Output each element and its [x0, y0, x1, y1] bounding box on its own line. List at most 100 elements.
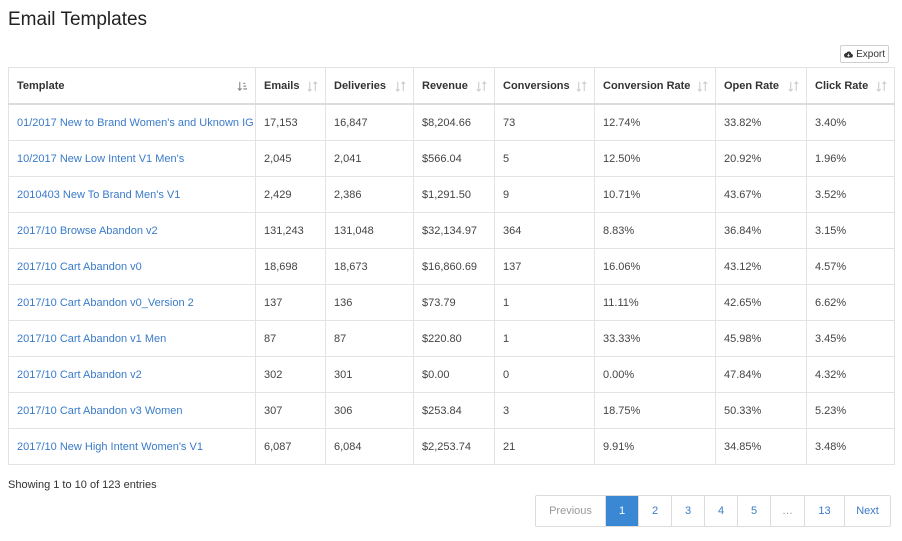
cell-conversion-rate: 10.71% [594, 176, 716, 213]
page-button-13[interactable]: 13 [804, 496, 844, 526]
template-link[interactable]: 2017/10 Cart Abandon v2 [8, 356, 256, 393]
cell-open-rate: 43.12% [715, 248, 807, 285]
page-button-2[interactable]: 2 [638, 496, 671, 526]
cell-open-rate: 42.65% [715, 284, 807, 321]
cell-deliveries: 2,041 [325, 140, 414, 177]
cell-revenue: $1,291.50 [413, 176, 495, 213]
sort-icon[interactable] [476, 81, 487, 92]
cell-click-rate: 3.45% [806, 320, 895, 357]
cell-emails: 17,153 [255, 103, 326, 141]
cell-conversions: 137 [494, 248, 595, 285]
column-header-template[interactable]: Template [8, 67, 256, 105]
sort-icon[interactable] [395, 81, 406, 92]
table-body: 01/2017 New to Brand Women's and Uknown … [8, 103, 895, 465]
template-link[interactable]: 2017/10 New High Intent Women's V1 [8, 428, 256, 465]
column-header-label: Emails [264, 79, 300, 92]
column-header-label: Template [17, 79, 65, 92]
cell-click-rate: 1.96% [806, 140, 895, 177]
export-button[interactable]: Export [840, 45, 889, 63]
sort-ascending-icon[interactable] [237, 81, 248, 92]
cell-emails: 137 [255, 284, 326, 321]
column-header-conversion-rate[interactable]: Conversion Rate [594, 67, 716, 105]
column-header-click-rate[interactable]: Click Rate [806, 67, 895, 105]
cell-conversions: 9 [494, 176, 595, 213]
cell-open-rate: 36.84% [715, 212, 807, 249]
table-row: 2017/10 Cart Abandon v2 302 301 $0.00 0 0.00%… [8, 356, 895, 393]
cell-open-rate: 20.92% [715, 140, 807, 177]
cell-conversion-rate: 0.00% [594, 356, 716, 393]
cell-deliveries: 16,847 [325, 103, 414, 141]
entries-info: Showing 1 to 10 of 123 entries [8, 479, 157, 491]
column-header-emails[interactable]: Emails [255, 67, 326, 105]
cell-emails: 307 [255, 392, 326, 429]
cell-revenue: $566.04 [413, 140, 495, 177]
cell-conversion-rate: 11.11% [594, 284, 716, 321]
cell-revenue: $2,253.74 [413, 428, 495, 465]
cell-conversion-rate: 9.91% [594, 428, 716, 465]
page-button-4[interactable]: 4 [704, 496, 737, 526]
cell-open-rate: 50.33% [715, 392, 807, 429]
cell-click-rate: 5.23% [806, 392, 895, 429]
templates-table: Template Emails Deliveries Revenue Conversio… [8, 67, 895, 465]
page-button-5[interactable]: 5 [737, 496, 770, 526]
cell-deliveries: 2,386 [325, 176, 414, 213]
column-header-conversions[interactable]: Conversions [494, 67, 595, 105]
table-row: 2017/10 Cart Abandon v0 18,698 18,673 $16,8… [8, 248, 895, 285]
cell-conversions: 0 [494, 356, 595, 393]
template-link[interactable]: 10/2017 New Low Intent V1 Men's [8, 140, 256, 177]
column-header-open-rate[interactable]: Open Rate [715, 67, 807, 105]
cell-emails: 87 [255, 320, 326, 357]
table-row: 2017/10 Cart Abandon v1 Men 87 87 $220.80 1 3… [8, 320, 895, 357]
template-link[interactable]: 2017/10 Cart Abandon v1 Men [8, 320, 256, 357]
template-link[interactable]: 01/2017 New to Brand Women's and Uknown … [8, 103, 256, 141]
sort-icon[interactable] [788, 81, 799, 92]
cell-conversion-rate: 8.83% [594, 212, 716, 249]
pagination: Previous 1 2 3 4 5… 13 Next [535, 495, 891, 527]
cell-open-rate: 45.98% [715, 320, 807, 357]
cell-deliveries: 301 [325, 356, 414, 393]
column-header-label: Open Rate [724, 79, 780, 92]
next-page-button[interactable]: Next [844, 496, 890, 526]
cell-conversions: 1 [494, 320, 595, 357]
template-link[interactable]: 2017/10 Cart Abandon v0_Version 2 [8, 284, 256, 321]
cell-open-rate: 47.84% [715, 356, 807, 393]
cell-conversions: 73 [494, 103, 595, 141]
cloud-download-icon [844, 51, 853, 58]
template-link[interactable]: 2010403 New To Brand Men's V1 [8, 176, 256, 213]
table-header-row: Template Emails Deliveries Revenue Conversio… [8, 67, 895, 105]
cell-deliveries: 136 [325, 284, 414, 321]
column-header-label: Revenue [422, 79, 468, 92]
cell-revenue: $8,204.66 [413, 103, 495, 141]
cell-conversions: 3 [494, 392, 595, 429]
cell-emails: 302 [255, 356, 326, 393]
column-header-revenue[interactable]: Revenue [413, 67, 495, 105]
cell-emails: 6,087 [255, 428, 326, 465]
sort-icon[interactable] [876, 81, 887, 92]
cell-revenue: $16,860.69 [413, 248, 495, 285]
sort-icon[interactable] [697, 81, 708, 92]
cell-click-rate: 3.40% [806, 103, 895, 141]
cell-open-rate: 33.82% [715, 103, 807, 141]
cell-revenue: $253.84 [413, 392, 495, 429]
table-row: 2017/10 Browse Abandon v2 131,243 131,048 $… [8, 212, 895, 249]
cell-conversions: 1 [494, 284, 595, 321]
template-link[interactable]: 2017/10 Cart Abandon v3 Women [8, 392, 256, 429]
templates-table-wrapper: Template Emails Deliveries Revenue Conversio… [8, 67, 895, 465]
page-title: Email Templates [8, 9, 148, 30]
table-row: 2017/10 Cart Abandon v3 Women 307 306 $253.… [8, 392, 895, 429]
template-link[interactable]: 2017/10 Cart Abandon v0 [8, 248, 256, 285]
cell-click-rate: 4.32% [806, 356, 895, 393]
cell-emails: 131,243 [255, 212, 326, 249]
cell-conversions: 5 [494, 140, 595, 177]
column-header-deliveries[interactable]: Deliveries [325, 67, 414, 105]
cell-conversion-rate: 12.50% [594, 140, 716, 177]
page-button-3[interactable]: 3 [671, 496, 704, 526]
cell-click-rate: 3.52% [806, 176, 895, 213]
page-button-1[interactable]: 1 [605, 496, 638, 526]
column-header-label: Conversion Rate [603, 79, 691, 92]
sort-icon[interactable] [576, 81, 587, 92]
template-link[interactable]: 2017/10 Browse Abandon v2 [8, 212, 256, 249]
table-row: 2010403 New To Brand Men's V1 2,429 2,386 $… [8, 176, 895, 213]
sort-icon[interactable] [307, 81, 318, 92]
pagination-ellipsis: … [770, 496, 804, 526]
